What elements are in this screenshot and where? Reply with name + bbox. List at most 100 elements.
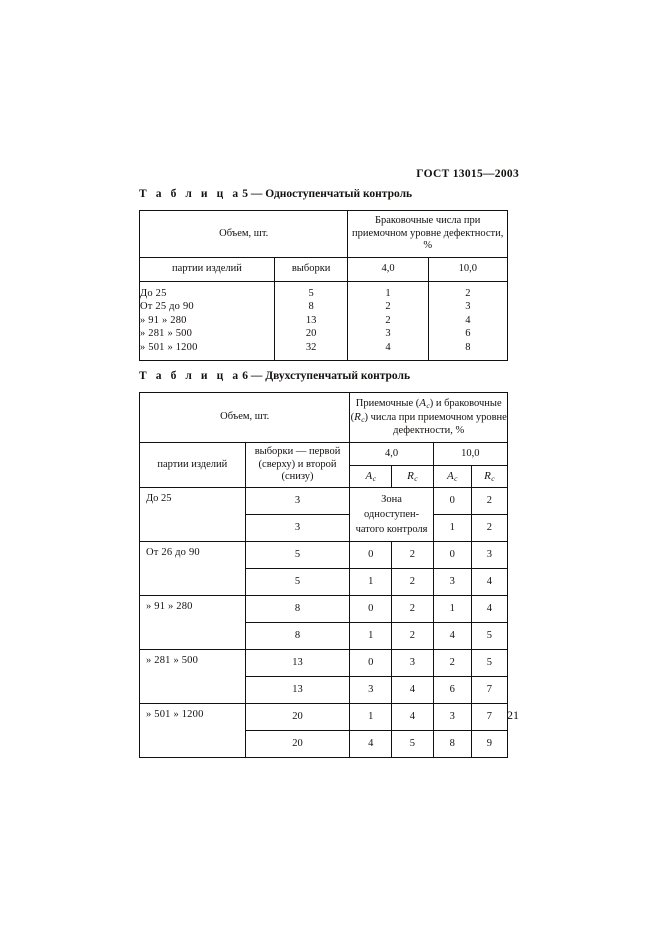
table-6-caption: Т а б л и ц а6 — Двухступенчатый контрол… [139,370,410,382]
table-6-lot-label: До 25 [139,487,246,542]
table-5-single-stage-control: Объем, шт. Браковочные числа при приемоч… [138,210,509,361]
reject-symbol-icon: Rc [354,411,365,425]
table-6-header-volume: Объем, шт. [138,392,351,443]
table-6-row: » 501 » 1200 20 1 4 3 7 [139,703,509,758]
table-5-subheader-level-4: 4,0 [347,257,429,282]
table-5-lot-value: » 281 » 500 [140,328,193,340]
table-6-rc4-value: 5 [391,730,434,758]
table-6-sample-value: 8 [244,622,351,650]
table-6-ac4-value: 1 [349,568,393,596]
table-5-header-reject-numbers: Браковочные числа при приемочном уровне … [347,210,508,258]
table-6-ac10-value: 1 [432,595,472,623]
table-5-level-10-column: 2 3 4 6 8 [427,281,509,361]
table-6-rc4-value: 2 [391,541,434,569]
table-5-sample-value: 20 [305,328,317,340]
table-6-rc10-value: 3 [470,541,509,569]
table-6-caption-word: Т а б л и ц а [139,370,242,382]
table-5-lot-value: До 25 [140,288,167,299]
table-6-ac10-value: 4 [432,622,472,650]
table-6-header-accept-reject: Приемочные (Ac) и браковочные (Rc) числа… [349,392,508,443]
table-6-double-stage-control: Объем, шт. Приемочные (Ac) и браковочные… [138,392,509,758]
table-6-subheader-level-10: 10,0 [432,442,509,466]
table-6-sample-value: 13 [244,649,351,677]
table-6-sample-value: 5 [244,568,351,596]
table-6-rc10-value: 4 [470,568,509,596]
table-6-ac10-value: 2 [432,649,472,677]
table-6-rc4-value: 2 [391,622,434,650]
table-5-subheader-lots: партии изделий [139,257,275,282]
table-5-level-10-value: 2 [465,288,471,299]
table-6-ac10-value: 0 [432,541,472,569]
table-6-rc4-value: 4 [391,676,434,704]
document-standard-header: ГОСТ 13015—2003 [416,168,519,180]
table-6-header-text-pre: Приемочные ( [355,398,420,410]
table-6-sample-value: 8 [244,595,351,623]
table-5-lot-column: До 25 От 25 до 90 » 91 » 280 » 281 » 500… [139,281,275,361]
table-6-ac4-value: 1 [349,622,393,650]
table-6-rc4-value: 2 [391,568,434,596]
table-6-ac4-value: 0 [349,595,393,623]
table-6-lot-label: » 281 » 500 [139,649,246,704]
table-6-ac4-value: 3 [349,676,393,704]
table-6-subheader-level-4: 4,0 [349,442,434,466]
table-6-symbol-ac-level-4: Ac [349,465,393,488]
table-5-caption: Т а б л и ц а5 — Одноступенчатый контрол… [139,188,412,200]
table-6-row: До 25 3 Зона одноступен- чатого контроля… [139,487,509,542]
table-6-symbol-ac-level-10: Ac [432,465,472,488]
page-number: 21 [507,708,519,722]
table-5-caption-number: 5 — Одноступенчатый контроль [242,188,413,200]
table-6-subheader-samples: выборки — первой (сверху) и второй (сниз… [244,442,351,488]
table-6-rc4-value: 3 [391,649,434,677]
table-5-level-10-value: 6 [465,328,471,340]
table-6-row: 8 1 2 4 5 [140,622,509,650]
table-5-level-10-value: 8 [465,341,471,353]
table-6-ac10-value: 6 [432,676,472,704]
table-5-body-row: До 25 От 25 до 90 » 91 » 280 » 281 » 500… [139,281,509,361]
table-6-rc4-value: 2 [391,595,434,623]
table-6-header-row-2: партии изделий выборки — первой (сверху)… [139,442,509,488]
table-6-zone-note: Зона одноступен- чатого контроля [349,487,434,542]
table-5-lot-value: От 25 до 90 [140,301,194,313]
table-6-row: » 91 » 280 8 0 2 1 4 [139,595,509,650]
table-6-ac4-value: 0 [349,541,393,569]
table-6-sample-value: 3 [244,514,351,542]
table-5-sample-value: 5 [308,288,314,299]
table-6-lot-label: » 501 » 1200 [139,703,246,758]
table-5-lot-value: » 501 » 1200 [140,341,198,353]
table-6-rc10-value: 5 [470,622,509,650]
table-5-level-4-value: 4 [385,341,391,353]
table-6-subheader-lots: партии изделий [139,442,246,488]
table-5-sample-value: 32 [305,341,317,353]
table-5-level-10-value: 3 [465,301,471,313]
table-6-header-text-post: ) числа при приемочном уровне дефектност… [364,412,507,437]
table-5-level-4-value: 2 [385,314,391,326]
table-6-row: От 26 до 90 5 0 2 0 3 [139,541,509,596]
table-5-level-4-value: 3 [385,328,391,340]
table-5-level-4-value: 2 [385,301,391,313]
accept-symbol-icon: Ac [419,397,430,411]
table-6-row: 20 4 5 8 9 [140,730,509,758]
table-6-row: » 281 » 500 13 0 3 2 5 [139,649,509,704]
table-6-ac4-value: 4 [349,730,393,758]
table-6-row: 3 1 2 [140,514,509,542]
table-5-header-row-2: партии изделий выборки 4,0 10,0 [139,257,509,282]
table-6-ac10-value: 0 [432,487,472,515]
table-5-lot-value: » 91 » 280 [140,314,187,326]
table-6-header-text-mid: ) и браковочные ( [350,398,502,424]
table-6-sample-value: 3 [244,487,351,515]
table-5-sample-column: 5 8 13 20 32 [273,281,349,361]
table-5-header-row-1: Объем, шт. Браковочные числа при приемоч… [138,210,508,258]
table-6-lot-label: » 91 » 280 [139,595,246,650]
table-6-sample-value: 20 [244,703,351,731]
table-6-rc10-value: 2 [470,487,509,515]
table-6-rc10-value: 7 [470,676,509,704]
table-5-level-10-value: 4 [465,314,471,326]
table-6-symbol-rc-level-10: Rc [470,465,509,488]
table-6-lot-label: От 26 до 90 [139,541,246,596]
table-5-subheader-level-10: 10,0 [427,257,509,282]
table-5-level-4-column: 1 2 2 3 4 [347,281,429,361]
table-5-level-4-value: 1 [385,288,391,299]
table-6-symbol-rc-level-4: Rc [391,465,434,488]
table-6-ac10-value: 8 [432,730,472,758]
